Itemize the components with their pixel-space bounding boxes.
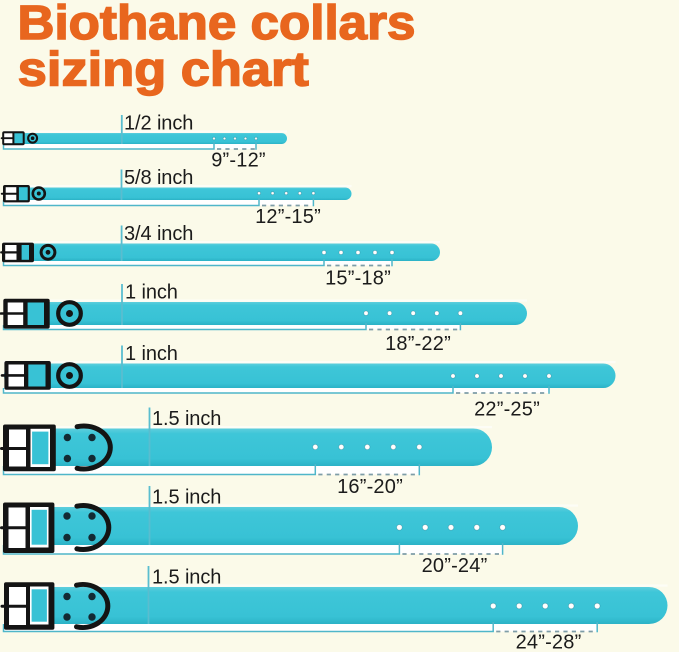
svg-text:5/8 inch: 5/8 inch	[124, 167, 193, 189]
svg-text:1 inch: 1 inch	[125, 282, 178, 304]
svg-text:12”-15”: 12”-15”	[255, 206, 321, 228]
svg-text:16”-20”: 16”-20”	[337, 476, 403, 498]
svg-text:sizing chart: sizing chart	[18, 43, 309, 97]
svg-text:24”-28”: 24”-28”	[516, 632, 582, 652]
svg-text:22”-25”: 22”-25”	[474, 399, 540, 421]
svg-text:15”-18”: 15”-18”	[325, 268, 391, 290]
svg-text:3/4 inch: 3/4 inch	[124, 223, 193, 245]
svg-text:1.5 inch: 1.5 inch	[152, 487, 221, 509]
svg-text:1 inch: 1 inch	[125, 343, 178, 365]
svg-text:1.5 inch: 1.5 inch	[152, 567, 221, 589]
svg-text:1.5 inch: 1.5 inch	[152, 408, 221, 430]
svg-text:1/2 inch: 1/2 inch	[124, 113, 193, 135]
svg-text:9”-12”: 9”-12”	[211, 150, 266, 172]
svg-text:Biothane collars: Biothane collars	[18, 0, 416, 50]
svg-text:20”-24”: 20”-24”	[422, 555, 488, 577]
svg-text:18”-22”: 18”-22”	[385, 333, 451, 355]
